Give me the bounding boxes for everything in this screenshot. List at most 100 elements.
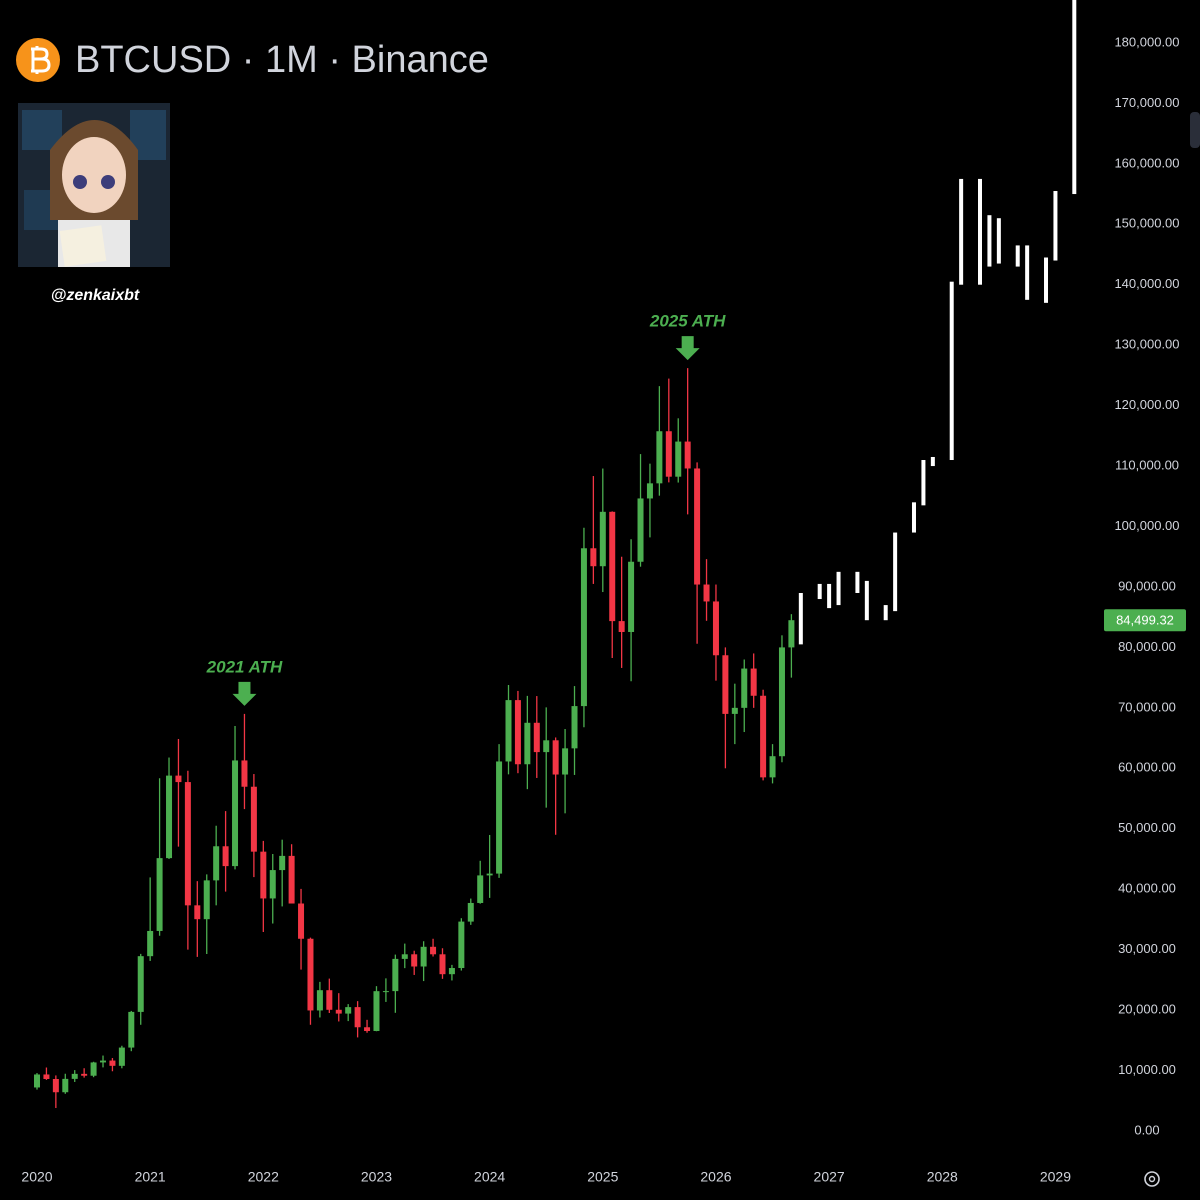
- x-tick-label: 2025: [587, 1169, 618, 1185]
- candle-body: [128, 1011, 135, 1048]
- candle-body: [392, 958, 399, 992]
- projection-bar: [949, 281, 954, 461]
- y-tick-label: 110,000.00: [1115, 457, 1179, 472]
- candle-body: [590, 548, 597, 567]
- candle-body: [118, 1047, 125, 1066]
- candle-body: [609, 511, 616, 622]
- candle-body: [675, 441, 682, 477]
- y-tick-label: 90,000.00: [1118, 578, 1176, 593]
- x-tick-label: 2028: [927, 1169, 958, 1185]
- candle-body: [778, 647, 785, 757]
- chart-title: BTCUSD · 1M · Binance: [75, 39, 489, 81]
- candle-body: [250, 786, 257, 852]
- candle-body: [750, 668, 757, 696]
- candle-body: [288, 855, 295, 904]
- y-tick-label: 80,000.00: [1118, 639, 1176, 654]
- projection-bar: [827, 583, 832, 609]
- candle-body: [184, 782, 191, 906]
- candle-body: [147, 930, 154, 957]
- candle-body: [373, 991, 380, 1032]
- candle-body: [430, 946, 437, 955]
- projection-bar: [893, 532, 898, 612]
- projection-bar: [864, 580, 869, 621]
- candle-body: [580, 548, 587, 707]
- candle-body: [552, 740, 559, 775]
- candle-body: [213, 846, 220, 881]
- x-tick-label: 2027: [814, 1169, 845, 1185]
- x-tick-label: 2026: [700, 1169, 731, 1185]
- scroll-handle[interactable]: [1190, 112, 1200, 148]
- projection-bar: [911, 502, 916, 533]
- candle-body: [109, 1060, 116, 1066]
- candle-body: [222, 846, 229, 867]
- y-tick-label: 0.00: [1134, 1122, 1159, 1137]
- y-tick-label: 130,000.00: [1114, 337, 1179, 352]
- candle-body: [760, 695, 767, 778]
- candle-body: [467, 902, 474, 922]
- last-price-label: 84,499.32: [1116, 613, 1174, 628]
- candle-body: [562, 748, 569, 775]
- projection-bar: [883, 605, 888, 621]
- candle-body: [71, 1073, 78, 1079]
- candle-body: [175, 775, 182, 783]
- projection-bar: [978, 178, 982, 285]
- candle-body: [628, 561, 635, 632]
- candle-body: [571, 706, 578, 749]
- y-tick-label: 140,000.00: [1114, 276, 1179, 291]
- candle-body: [90, 1062, 97, 1076]
- projection-bar: [1015, 245, 1020, 267]
- projection-bar: [1044, 257, 1049, 303]
- candle-body: [345, 1007, 352, 1014]
- candle-body: [712, 601, 719, 656]
- avatar: [18, 103, 170, 267]
- candle-body: [769, 756, 776, 778]
- projection-bar: [817, 583, 822, 600]
- projection-bar: [1072, 0, 1077, 195]
- candle-body: [203, 880, 210, 920]
- candle-body: [166, 775, 173, 859]
- candle-body: [477, 875, 484, 903]
- candle-body: [496, 761, 503, 874]
- candle-body: [599, 511, 606, 567]
- y-tick-label: 150,000.00: [1114, 216, 1179, 231]
- candle-body: [194, 905, 201, 920]
- y-tick-label: 100,000.00: [1114, 518, 1179, 533]
- projection-bar: [930, 456, 935, 467]
- candle-body: [722, 655, 729, 714]
- candle-body: [52, 1078, 59, 1093]
- x-tick-label: 2020: [21, 1169, 52, 1185]
- x-tick-label: 2023: [361, 1169, 392, 1185]
- candle-body: [637, 498, 644, 562]
- x-tick-label: 2021: [135, 1169, 166, 1185]
- projection-bar: [959, 178, 964, 285]
- candle-body: [232, 760, 239, 867]
- annotation-arrow: [675, 336, 700, 361]
- y-tick-label: 180,000.00: [1114, 34, 1179, 49]
- candle-body: [241, 760, 248, 787]
- projection-bar: [798, 592, 803, 645]
- author-handle: @zenkaixbt: [51, 287, 140, 304]
- y-tick-label: 60,000.00: [1118, 760, 1176, 775]
- candle-body: [316, 990, 323, 1011]
- projection-bar: [855, 571, 860, 593]
- candle-body: [533, 722, 540, 753]
- y-tick-label: 10,000.00: [1118, 1062, 1176, 1077]
- x-tick-label: 2024: [474, 1169, 505, 1185]
- candle-body: [364, 1027, 371, 1032]
- y-tick-label: 160,000.00: [1114, 155, 1179, 170]
- candle-body: [694, 468, 701, 585]
- candle-body: [420, 946, 427, 967]
- last-price-tag: [1104, 609, 1186, 632]
- candle-body: [382, 991, 389, 993]
- candle-body: [269, 870, 276, 899]
- projection-bar: [921, 460, 926, 506]
- x-tick-label: 2022: [248, 1169, 279, 1185]
- settings-icon[interactable]: [1144, 1171, 1160, 1187]
- candle-body: [731, 707, 738, 714]
- candle-body: [458, 921, 465, 969]
- annotation-text: 2021 ATH: [206, 657, 283, 676]
- candle-body: [439, 954, 446, 975]
- candle-body: [354, 1007, 361, 1028]
